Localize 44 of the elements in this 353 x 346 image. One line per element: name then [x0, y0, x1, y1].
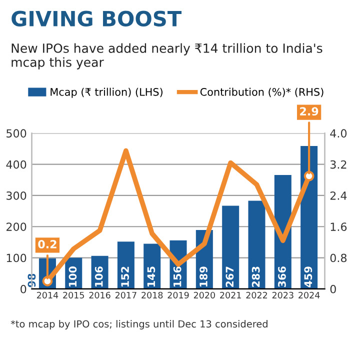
bar: [222, 206, 240, 289]
x-tick-label: 2020: [194, 292, 215, 298]
y2-tick-label: 3.2: [330, 160, 346, 169]
data-label: 459: [304, 266, 312, 288]
y2-tick-label: 1.6: [330, 222, 347, 232]
text: *to mcap by IPO cos; listings until Dec 13 considered: [10, 320, 268, 330]
x-tick-label: 2016: [89, 292, 110, 298]
y-tick-label: 300: [6, 191, 26, 200]
data-label: 267: [226, 266, 234, 287]
x-tick-label: 2018: [142, 292, 163, 298]
bar: [248, 200, 266, 289]
legend-label: Contribution (%)* (RHS): [200, 88, 324, 98]
x-tick-label: 2019: [168, 292, 189, 298]
data-label: 145: [147, 266, 156, 286]
x-tick-label: 2021: [220, 292, 241, 298]
data-label: 156: [173, 266, 182, 286]
y-tick-label: 200: [6, 222, 26, 232]
data-label: 366: [278, 266, 286, 287]
y2-tick-label: 0.8: [330, 254, 347, 262]
data-label: 189: [200, 266, 208, 286]
chart-title: GIVING BOOST: [12, 10, 182, 27]
data-label: 152: [121, 266, 129, 286]
y-tick-label: 100: [6, 254, 26, 262]
y2-tick-label: 0: [330, 284, 336, 294]
data-label: 100: [68, 266, 77, 286]
bar: [117, 242, 134, 289]
y2-tick-label: 4.0: [330, 129, 347, 138]
data-label: 0.2: [38, 240, 56, 248]
bar: [300, 146, 318, 289]
x-tick-label: 2015: [63, 292, 84, 298]
data-label: 283: [252, 266, 260, 287]
x-tick-label: 2014: [36, 292, 58, 298]
data-label: 106: [94, 266, 103, 286]
data-label: 2.9: [300, 107, 318, 116]
y2-tick-label: 2.4: [330, 191, 347, 200]
legend-label: Mcap (₹ trillion) (LHS): [50, 88, 162, 98]
x-tick-label: 2023: [272, 292, 294, 298]
y-tick-label: 400: [6, 160, 26, 169]
y-tick-label: 500: [6, 129, 26, 138]
y-tick-label: 0: [20, 284, 26, 294]
x-tick-label: 2017: [115, 292, 136, 298]
x-tick-label: 2024: [298, 292, 320, 298]
chart-subtitle: New IPOs have added nearly ₹14 trillion to India's mcap this year: [12, 43, 322, 70]
x-tick-label: 2022: [246, 292, 267, 298]
